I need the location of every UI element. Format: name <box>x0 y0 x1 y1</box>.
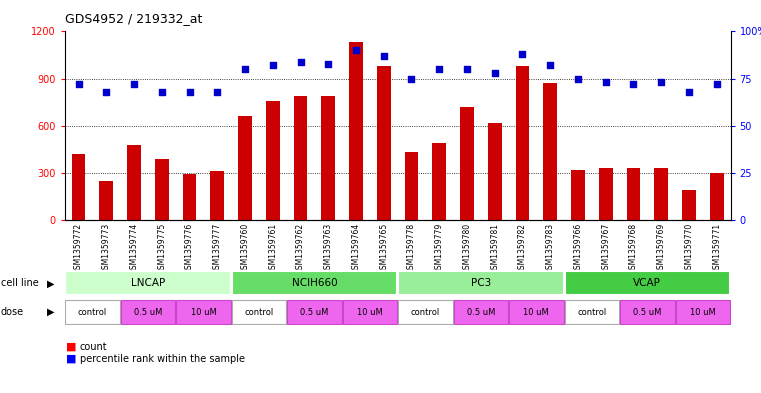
Bar <box>321 96 335 220</box>
Bar <box>65 271 231 296</box>
Text: NCIH660: NCIH660 <box>291 278 337 288</box>
Text: dose: dose <box>1 307 24 317</box>
Bar <box>509 300 564 324</box>
Point <box>627 81 639 87</box>
Point <box>350 47 362 53</box>
Point <box>128 81 140 87</box>
Text: ▶: ▶ <box>47 278 55 288</box>
Text: percentile rank within the sample: percentile rank within the sample <box>80 354 245 364</box>
Bar <box>626 168 641 220</box>
Point <box>72 81 84 87</box>
Text: VCAP: VCAP <box>633 278 661 288</box>
Point <box>683 89 695 95</box>
Bar <box>620 300 674 324</box>
Text: 0.5 uM: 0.5 uM <box>466 308 495 316</box>
Bar <box>177 300 231 324</box>
Point <box>572 75 584 82</box>
Point <box>239 66 251 72</box>
Text: GDS4952 / 219332_at: GDS4952 / 219332_at <box>65 12 202 25</box>
Bar <box>238 116 252 220</box>
Bar <box>676 300 730 324</box>
Point <box>655 79 667 86</box>
Text: ■: ■ <box>66 342 77 352</box>
Text: ▶: ▶ <box>47 307 55 317</box>
Text: 10 uM: 10 uM <box>690 308 715 316</box>
Bar <box>342 300 397 324</box>
Bar <box>454 300 508 324</box>
Bar <box>72 154 85 220</box>
Text: 10 uM: 10 uM <box>524 308 549 316</box>
Bar <box>231 271 397 296</box>
Point <box>183 89 196 95</box>
Text: control: control <box>411 308 440 316</box>
Text: PC3: PC3 <box>471 278 491 288</box>
Bar <box>154 159 169 220</box>
Text: LNCAP: LNCAP <box>131 278 165 288</box>
Bar <box>231 300 286 324</box>
Text: 10 uM: 10 uM <box>357 308 383 316</box>
Bar <box>599 168 613 220</box>
Bar <box>571 170 585 220</box>
Bar <box>266 101 280 220</box>
Point <box>406 75 418 82</box>
Bar <box>183 174 196 220</box>
Bar <box>121 300 175 324</box>
Bar <box>543 83 557 220</box>
Point <box>600 79 612 86</box>
Bar <box>405 152 419 220</box>
Bar <box>710 173 724 220</box>
Bar <box>565 300 619 324</box>
Text: ■: ■ <box>66 354 77 364</box>
Bar <box>565 271 730 296</box>
Bar <box>515 66 530 220</box>
Point <box>156 89 168 95</box>
Bar <box>682 190 696 220</box>
Bar <box>432 143 446 220</box>
Bar <box>100 181 113 220</box>
Text: control: control <box>244 308 273 316</box>
Point <box>517 51 529 57</box>
Point <box>322 61 334 67</box>
Bar <box>349 42 363 220</box>
Point <box>377 53 390 59</box>
Point <box>544 62 556 68</box>
Bar <box>654 168 668 220</box>
Text: 0.5 uM: 0.5 uM <box>134 308 162 316</box>
Point <box>100 89 113 95</box>
Point <box>461 66 473 72</box>
Bar <box>210 171 224 220</box>
Point <box>433 66 445 72</box>
Bar <box>287 300 342 324</box>
Point <box>212 89 224 95</box>
Bar <box>398 271 564 296</box>
Text: 0.5 uM: 0.5 uM <box>633 308 661 316</box>
Bar <box>398 300 453 324</box>
Text: 10 uM: 10 uM <box>190 308 216 316</box>
Point <box>711 81 723 87</box>
Text: 0.5 uM: 0.5 uM <box>300 308 329 316</box>
Text: control: control <box>78 308 107 316</box>
Text: cell line: cell line <box>1 278 39 288</box>
Text: control: control <box>577 308 607 316</box>
Text: count: count <box>80 342 107 352</box>
Point <box>266 62 279 68</box>
Bar <box>488 123 501 220</box>
Bar <box>294 96 307 220</box>
Point <box>295 59 307 65</box>
Bar <box>65 300 119 324</box>
Point <box>489 70 501 76</box>
Bar <box>377 66 390 220</box>
Bar <box>127 145 141 220</box>
Bar <box>460 107 474 220</box>
